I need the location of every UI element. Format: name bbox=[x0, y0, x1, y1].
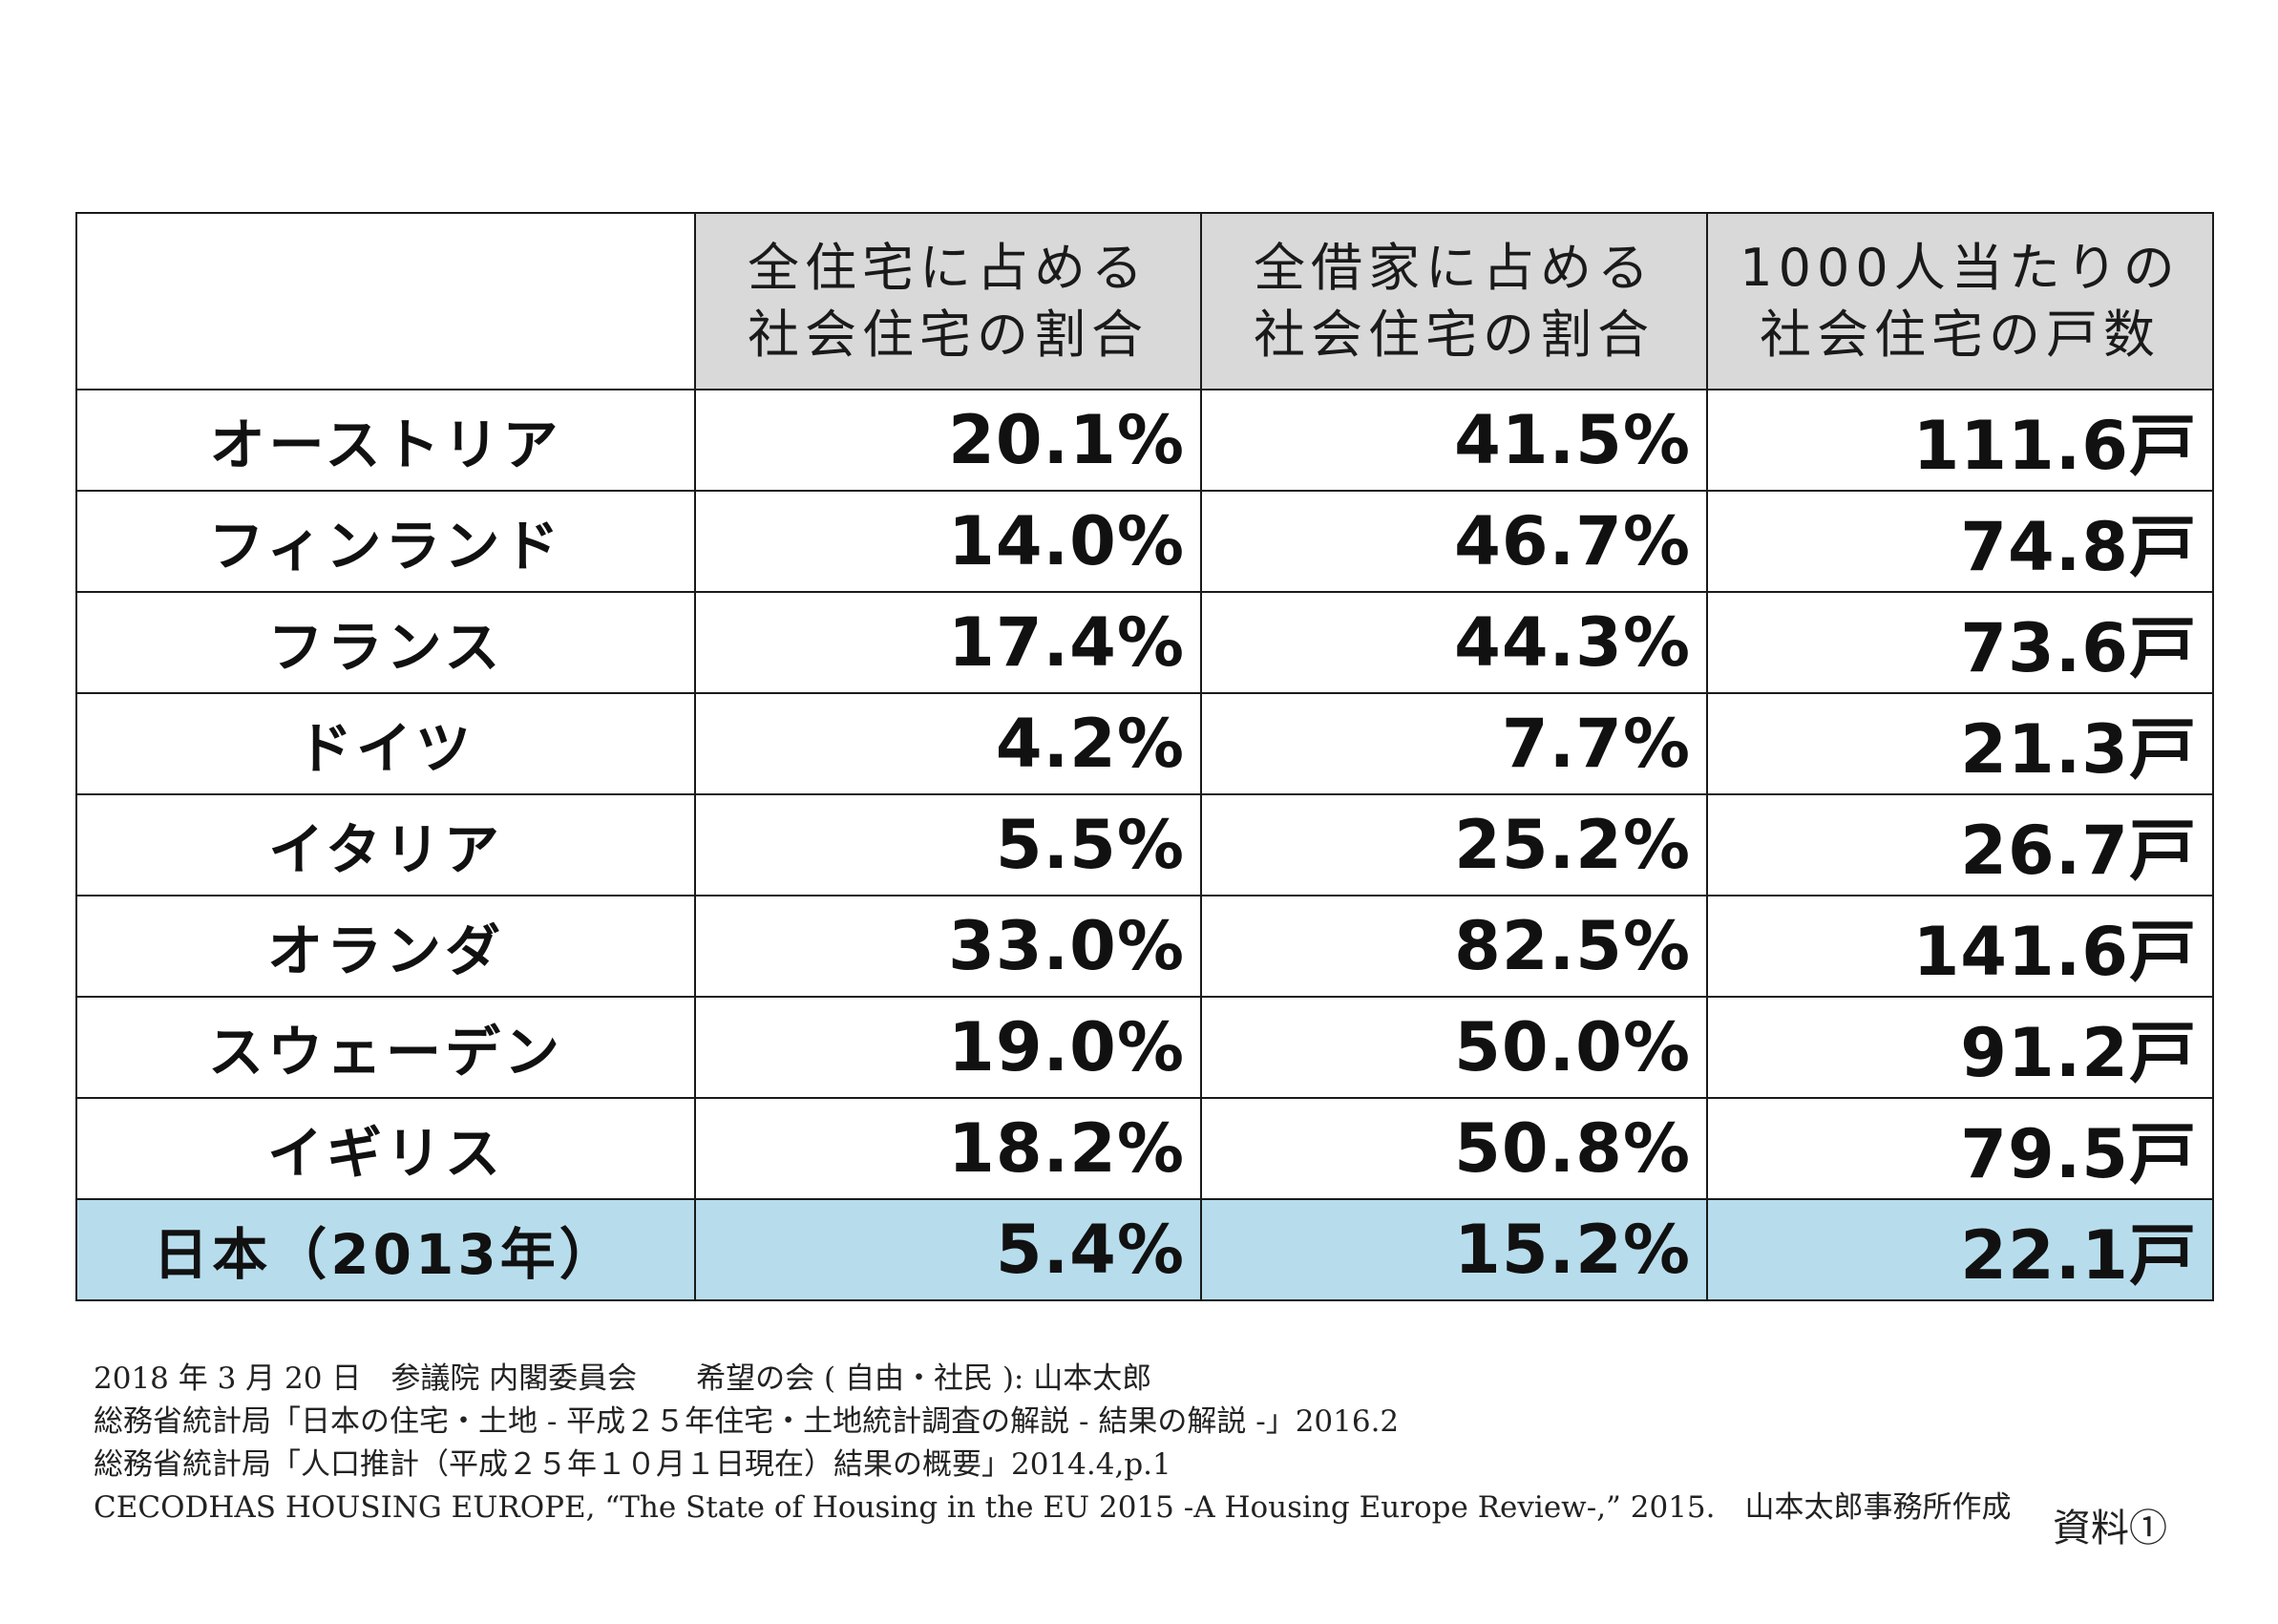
table-row: イギリス 18.2% 50.8% 79.5戸 bbox=[75, 1097, 2214, 1200]
value-cell: 14.0% bbox=[694, 490, 1202, 593]
header-line: 1000人当たりの bbox=[1740, 237, 2181, 298]
table-row: フィンランド 14.0% 46.7% 74.8戸 bbox=[75, 490, 2214, 593]
value-cell: 5.4% bbox=[694, 1198, 1202, 1301]
value-cell: 17.4% bbox=[694, 591, 1202, 694]
value-cell: 46.7% bbox=[1200, 490, 1708, 593]
value-cell: 4.2% bbox=[694, 692, 1202, 795]
header-line: 全住宅に占める bbox=[748, 237, 1149, 298]
value-cell: 33.0% bbox=[694, 895, 1202, 998]
header-units-per-1000: 1000人当たりの 社会住宅の戸数 bbox=[1706, 212, 2214, 390]
header-line: 社会住宅の割合 bbox=[748, 304, 1149, 365]
value-cell: 91.2戸 bbox=[1706, 996, 2214, 1099]
value-cell: 26.7戸 bbox=[1706, 793, 2214, 896]
header-share-of-rentals: 全借家に占める 社会住宅の割合 bbox=[1200, 212, 1708, 390]
header-line: 全借家に占める bbox=[1254, 237, 1655, 298]
header-share-of-all-housing: 全住宅に占める 社会住宅の割合 bbox=[694, 212, 1202, 390]
value-cell: 15.2% bbox=[1200, 1198, 1708, 1301]
country-cell: イタリア bbox=[75, 793, 696, 896]
country-cell: イギリス bbox=[75, 1097, 696, 1200]
value-cell: 7.7% bbox=[1200, 692, 1708, 795]
table-header-row: 全住宅に占める 社会住宅の割合 全借家に占める 社会住宅の割合 1000人当たり… bbox=[75, 212, 2214, 390]
country-cell: オーストリア bbox=[75, 389, 696, 492]
table-row: イタリア 5.5% 25.2% 26.7戸 bbox=[75, 793, 2214, 896]
social-housing-table: 全住宅に占める 社会住宅の割合 全借家に占める 社会住宅の割合 1000人当たり… bbox=[75, 212, 2214, 1301]
table-row: フランス 17.4% 44.3% 73.6戸 bbox=[75, 591, 2214, 694]
header-blank-cell bbox=[75, 212, 696, 390]
value-cell: 18.2% bbox=[694, 1097, 1202, 1200]
source-note-line: 総務省統計局「日本の住宅・土地 - 平成２５年住宅・土地統計調査の解説 - 結果… bbox=[94, 1404, 1400, 1439]
country-cell: フィンランド bbox=[75, 490, 696, 593]
value-cell: 50.8% bbox=[1200, 1097, 1708, 1200]
table-row-japan-highlighted: 日本（2013年） 5.4% 15.2% 22.1戸 bbox=[75, 1198, 2214, 1301]
value-cell: 19.0% bbox=[694, 996, 1202, 1099]
country-cell: 日本（2013年） bbox=[75, 1198, 696, 1301]
country-cell: フランス bbox=[75, 591, 696, 694]
source-notes: 2018 年 3 月 20 日 参議院 内閣委員会 希望の会 ( 自由・社民 )… bbox=[94, 1358, 2012, 1529]
value-cell: 111.6戸 bbox=[1706, 389, 2214, 492]
value-cell: 20.1% bbox=[694, 389, 1202, 492]
table-row: オーストリア 20.1% 41.5% 111.6戸 bbox=[75, 389, 2214, 492]
value-cell: 50.0% bbox=[1200, 996, 1708, 1099]
value-cell: 73.6戸 bbox=[1706, 591, 2214, 694]
country-cell: オランダ bbox=[75, 895, 696, 998]
value-cell: 5.5% bbox=[694, 793, 1202, 896]
value-cell: 79.5戸 bbox=[1706, 1097, 2214, 1200]
source-note-line: 総務省統計局「人口推計（平成２５年１０月１日現在）結果の概要」2014.4,p.… bbox=[94, 1447, 1171, 1482]
document-label: 資料① bbox=[2053, 1507, 2167, 1550]
value-cell: 82.5% bbox=[1200, 895, 1708, 998]
country-cell: スウェーデン bbox=[75, 996, 696, 1099]
table-row: ドイツ 4.2% 7.7% 21.3戸 bbox=[75, 692, 2214, 795]
table-row: オランダ 33.0% 82.5% 141.6戸 bbox=[75, 895, 2214, 998]
value-cell: 41.5% bbox=[1200, 389, 1708, 492]
value-cell: 21.3戸 bbox=[1706, 692, 2214, 795]
value-cell: 44.3% bbox=[1200, 591, 1708, 694]
source-note-line: CECODHAS HOUSING EUROPE, “The State of H… bbox=[94, 1490, 2012, 1525]
value-cell: 141.6戸 bbox=[1706, 895, 2214, 998]
country-cell: ドイツ bbox=[75, 692, 696, 795]
source-note-line: 2018 年 3 月 20 日 参議院 内閣委員会 希望の会 ( 自由・社民 )… bbox=[94, 1361, 1152, 1396]
value-cell: 25.2% bbox=[1200, 793, 1708, 896]
header-line: 社会住宅の戸数 bbox=[1760, 304, 2161, 365]
header-line: 社会住宅の割合 bbox=[1254, 304, 1655, 365]
table-row: スウェーデン 19.0% 50.0% 91.2戸 bbox=[75, 996, 2214, 1099]
value-cell: 22.1戸 bbox=[1706, 1198, 2214, 1301]
value-cell: 74.8戸 bbox=[1706, 490, 2214, 593]
